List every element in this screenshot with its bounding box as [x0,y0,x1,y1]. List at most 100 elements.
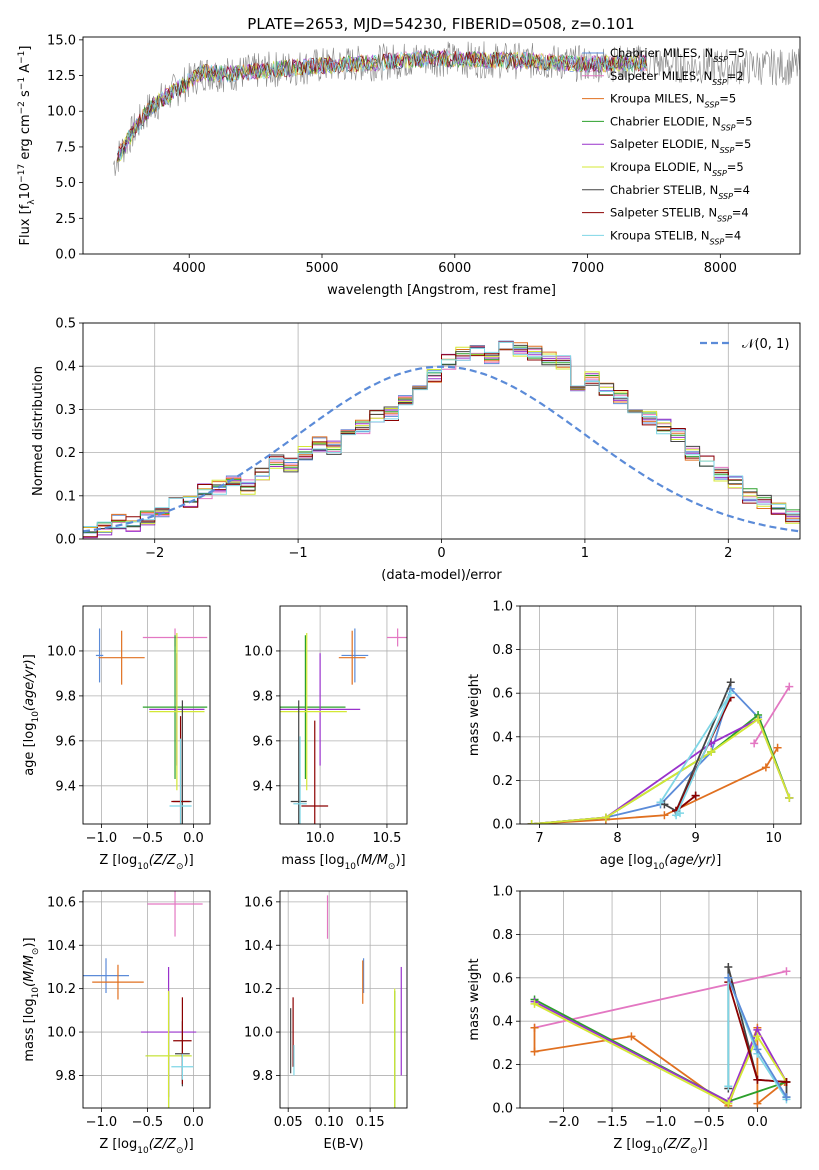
weight-marker [724,1099,733,1108]
weight-line [531,747,779,824]
model-spectrum-4 [117,50,647,158]
weight-marker [750,739,759,748]
axes-frame [82,36,801,255]
plot-area [530,962,791,1108]
normal-curve [83,365,800,533]
y-axis-label: mass weight [467,674,482,756]
x-axis-label: Z [log10(Z/Z⊙)] [99,1137,193,1156]
legend-entry: 𝒩(0, 1) [742,337,789,352]
legend-entry: Salpeter STELIB, NSSP=4 [610,206,749,224]
x-tick-label: 6000 [438,261,471,276]
x-tick-label: 1 [581,546,589,561]
y-tick-label: 0.2 [55,446,76,461]
x-tick-label: −1.5 [596,1115,628,1130]
y-tick-label: 1.0 [492,885,513,900]
y-tick-label: 0.4 [492,1015,513,1030]
y-tick-label: 12.5 [47,69,76,84]
weight-marker [782,1093,791,1102]
x-tick-label: 0.10 [315,1115,344,1130]
histogram-step [83,341,800,533]
y-tick-label: 9.8 [55,1069,76,1084]
y-tick-label: 9.8 [55,689,76,704]
weight-line [534,1000,788,1103]
legend-entry: Chabrier STELIB, NSSP=4 [610,183,750,201]
legend-entry: Salpeter MILES, NSSP=2 [610,69,744,87]
y-tick-label: 0.2 [492,774,513,789]
weight-marker [601,813,610,822]
weight-marker [761,763,770,772]
legend-entry: Salpeter ELODIE, NSSP=5 [610,137,751,155]
weight-marker [676,809,685,818]
x-tick-label: 0.0 [747,1115,768,1130]
y-tick-label: 0.0 [492,1102,513,1117]
figure-title: PLATE=2653, MJD=54230, FIBERID=0508, z=0… [247,15,634,33]
y-tick-label: 9.4 [55,779,76,794]
axes-frame [82,322,801,540]
x-tick-label: 8000 [704,261,737,276]
y-tick-label: 10.0 [244,1026,273,1041]
weight-marker [707,748,716,757]
histogram-step [83,341,800,528]
histogram-step [83,340,800,534]
y-axis-label: Normed distribution [31,366,46,496]
x-tick-label: −0.5 [132,1115,164,1130]
legend-entry: Chabrier ELODIE, NSSP=5 [610,114,752,131]
y-tick-label: 0.1 [55,489,76,504]
weight-marker [785,682,794,691]
axes-frame [519,605,802,825]
x-tick-label: 4000 [173,261,206,276]
plot-area [113,41,800,176]
weight-vs-metallicity-panel: −2.0 −1.5 −1.0 −0.5 0.0 0.0 0.2 0.4 0.6 0.8 1.0 Z [… [467,885,802,1156]
mass-vs-metallicity-panel: −1.0 −0.5 0.0 9.8 10.0 10.2 10.4 10.6 Z [log10(Z… [22,890,211,1156]
axes-frame [82,890,211,1109]
y-tick-label: 0.4 [492,730,513,745]
weight-marker [527,820,536,824]
y-axis-label: mass [log10(M/M⊙)] [22,937,41,1061]
axes-frame [82,605,211,825]
legend-entry: Kroupa STELIB, NSSP=4 [610,228,741,246]
y-tick-label: 0.3 [55,403,76,418]
x-tick-label: 2 [724,546,732,561]
weight-marker [726,689,735,698]
x-tick-label: 7 [535,831,543,846]
weight-marker [724,1082,733,1091]
weight-line [753,686,791,744]
weight-marker [627,1032,636,1041]
x-tick-label: −1.0 [86,831,118,846]
weight-line [534,1003,788,1105]
y-tick-label: 0.2 [492,1058,513,1073]
y-tick-label: 9.6 [252,734,273,749]
weight-marker [724,962,733,971]
plot-area [290,895,402,1108]
weight-marker [691,791,700,800]
y-tick-label: 0.0 [55,533,76,548]
observed-spectrum [113,41,800,176]
axes-frame [279,605,408,825]
x-axis-label: mass [log10(M/M⊙)] [281,853,405,872]
x-tick-label: 7000 [571,261,604,276]
y-tick-label: 0.8 [492,643,513,658]
x-tick-label: 5000 [305,261,338,276]
age-vs-mass-panel: 10.0 10.5 9.4 9.6 9.8 10.0 mass [log10(M/M⊙)] [244,605,408,872]
x-tick-label: −1.0 [645,1115,677,1130]
axes-frame [519,890,802,1109]
y-axis-label: age [log10(age/yr)] [22,654,41,776]
y-tick-label: 0.5 [55,317,76,332]
x-tick-label: −0.5 [132,831,164,846]
y-tick-label: 10.2 [244,982,273,997]
age-vs-metallicity-panel: −1.0 −0.5 0.0 9.4 9.6 9.8 10.0 Z [log10(Z/Z⊙)] a… [22,605,211,872]
x-axis-label: Z [log10(Z/Z⊙)] [99,853,193,872]
y-tick-label: 0.8 [492,928,513,943]
histogram-step [83,341,800,528]
weight-marker [530,999,539,1008]
legend-entry: Kroupa MILES, NSSP=5 [610,92,736,110]
x-tick-label: −1.0 [86,1115,118,1130]
y-tick-label: 10.4 [244,939,273,954]
y-tick-label: 10.0 [47,105,76,120]
weight-marker [660,811,669,820]
legend-entry: Chabrier MILES, NSSP=5 [610,46,745,64]
plot-area [83,891,203,1108]
x-tick-label: 9 [691,831,699,846]
y-tick-label: 15.0 [47,33,76,48]
y-axis-label: Flux [fλ10−17 erg cm−2 s−1 A−1] [17,46,37,246]
